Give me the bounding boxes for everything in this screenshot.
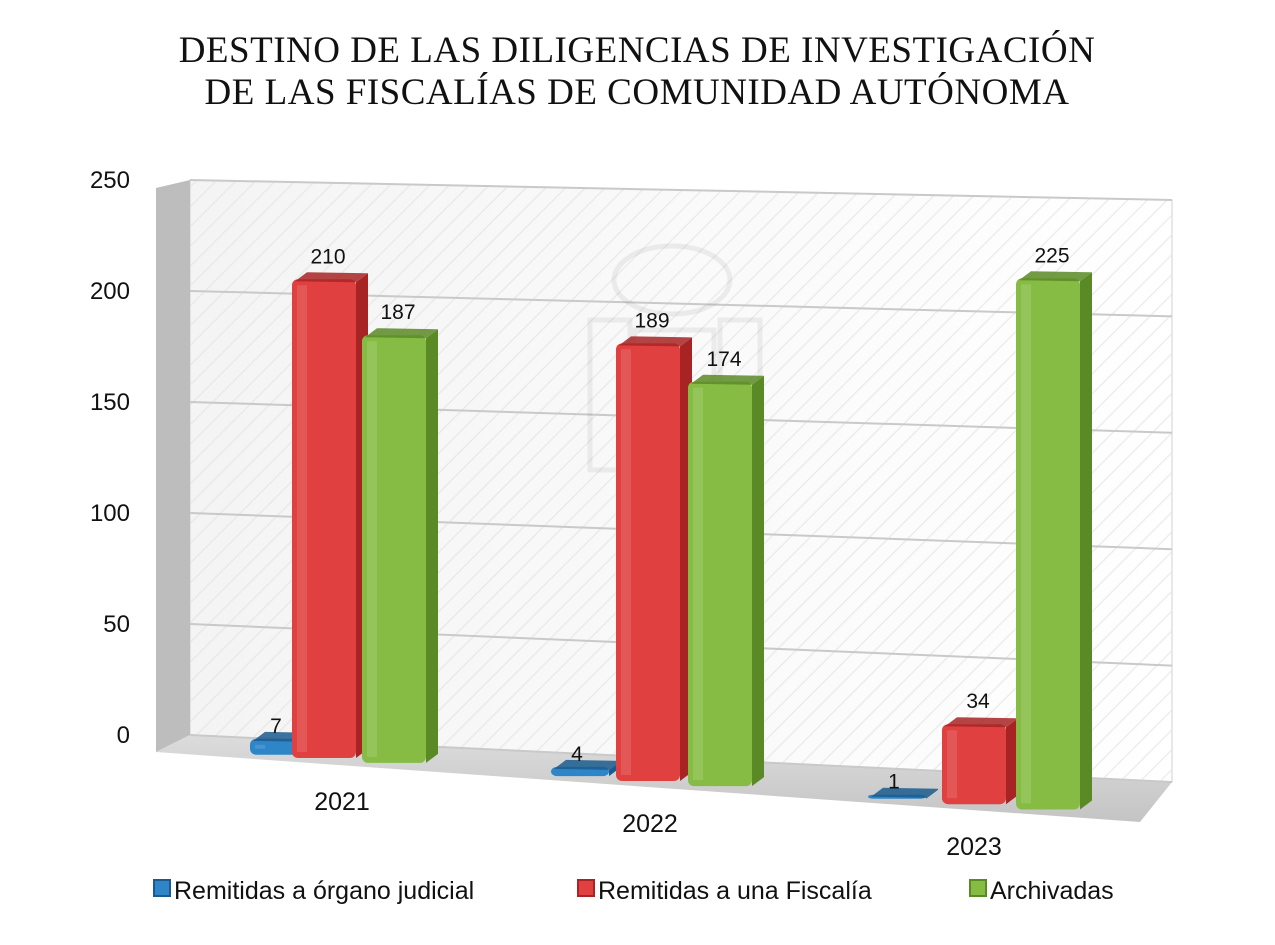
bar-front <box>616 343 680 781</box>
legend-swatch-archivadas <box>969 879 987 897</box>
bar <box>942 717 1018 805</box>
bar <box>868 787 938 799</box>
bar-top <box>295 272 368 283</box>
bar-front <box>362 335 426 763</box>
side-wall <box>156 180 190 752</box>
legend-swatch-organo-judicial <box>153 879 171 897</box>
data-label: 7 <box>270 715 282 738</box>
bar <box>362 328 438 763</box>
bar-side <box>1080 272 1092 810</box>
data-label: 174 <box>706 348 741 371</box>
bar-front <box>688 381 752 787</box>
gridline <box>189 179 1173 201</box>
chart-title-line-2: DE LAS FISCALÍAS DE COMUNIDAD AUTÓNOMA <box>205 71 1070 113</box>
legend-item-organo-judicial: Remitidas a órgano judicial <box>153 877 474 905</box>
y-tick-label: 100 <box>90 500 130 527</box>
bars <box>250 271 1092 810</box>
data-labels: 7 210 187 4 189 174 1 34 225 <box>270 244 1069 793</box>
bar-top <box>1019 271 1092 282</box>
bar-side <box>752 375 764 787</box>
legend-label-archivadas: Archivadas <box>990 877 1114 905</box>
x-axis: 2021 2022 2023 <box>314 788 1002 861</box>
x-tick-label: 2023 <box>946 833 1002 861</box>
bar <box>688 374 764 787</box>
bar-highlight <box>621 349 631 775</box>
data-label: 187 <box>380 301 415 324</box>
bar <box>292 272 368 758</box>
bar-highlight <box>367 341 377 757</box>
y-tick-label: 0 <box>117 722 130 749</box>
legend-swatch-fiscalia <box>577 879 595 897</box>
bar-side <box>426 329 438 763</box>
bar-highlight <box>255 744 265 749</box>
x-tick-label: 2021 <box>314 788 370 816</box>
y-tick-label: 50 <box>103 611 130 638</box>
legend-item-archivadas: Archivadas <box>969 877 1114 905</box>
bar-top <box>365 328 438 339</box>
bar-side <box>1006 718 1018 805</box>
y-tick-label: 150 <box>90 389 130 416</box>
bar-top <box>871 787 938 798</box>
data-label: 225 <box>1034 244 1069 267</box>
data-label: 34 <box>966 690 990 713</box>
bar <box>551 759 621 777</box>
legend-item-fiscalia: Remitidas a una Fiscalía <box>577 877 872 905</box>
y-tick-label: 200 <box>90 278 130 305</box>
plot-area: 7 210 187 4 189 174 1 34 225 <box>156 179 1173 822</box>
bar-front <box>292 279 356 758</box>
bar-top <box>691 374 764 385</box>
bar-front <box>942 724 1006 805</box>
legend-label-fiscalia: Remitidas a una Fiscalía <box>598 877 872 905</box>
bar-highlight <box>1021 284 1031 804</box>
data-label: 189 <box>634 309 669 332</box>
chart-title-line-1: DESTINO DE LAS DILIGENCIAS DE INVESTIGAC… <box>179 29 1096 71</box>
legend: Remitidas a órgano judicial Remitidas a … <box>153 877 1114 905</box>
bar-front <box>1016 278 1080 810</box>
legend-label-organo-judicial: Remitidas a órgano judicial <box>174 877 474 905</box>
bar <box>616 336 692 781</box>
x-tick-label: 2022 <box>622 810 678 838</box>
bar-top <box>554 759 621 770</box>
bar <box>1016 271 1092 810</box>
data-label: 4 <box>571 743 583 766</box>
bar-highlight <box>693 387 703 781</box>
y-axis: 0 50 100 150 200 250 <box>90 167 130 749</box>
bar-top <box>945 717 1018 728</box>
data-label: 210 <box>310 245 345 268</box>
data-label: 1 <box>888 771 900 794</box>
bar-highlight <box>297 285 307 752</box>
bar-top <box>619 336 692 347</box>
bar-side <box>926 788 938 799</box>
bar-highlight <box>947 730 957 799</box>
chart-title: DESTINO DE LAS DILIGENCIAS DE INVESTIGAC… <box>179 29 1096 113</box>
y-tick-label: 250 <box>90 167 130 194</box>
